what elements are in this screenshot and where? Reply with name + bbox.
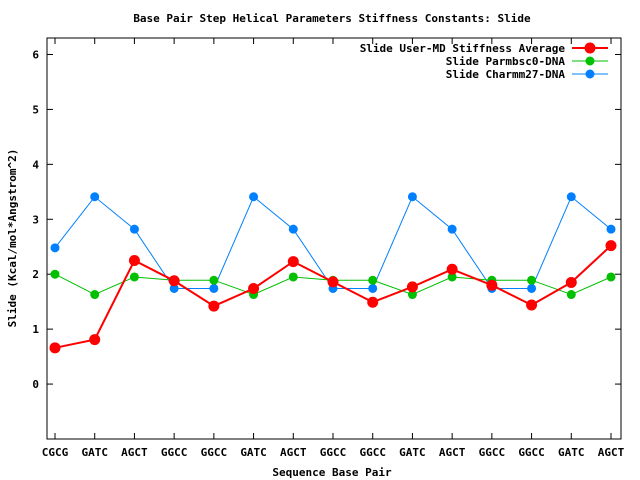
data-point-2 (209, 283, 219, 293)
x-tick-label: GATC (81, 446, 108, 459)
y-tick-label: 3 (32, 213, 39, 226)
data-point-2 (368, 283, 378, 293)
legend-marker-0 (584, 42, 596, 54)
data-point-1 (209, 275, 219, 285)
data-point-0 (49, 342, 61, 354)
chart-title: Base Pair Step Helical Parameters Stiffn… (133, 12, 531, 25)
legend-marker-2 (585, 69, 595, 79)
data-point-0 (89, 334, 101, 346)
data-point-1 (129, 272, 139, 282)
data-point-2 (129, 224, 139, 234)
x-tick-label: GGCC (518, 446, 545, 459)
data-point-1 (90, 290, 100, 300)
x-tick-label: GGCC (201, 446, 228, 459)
data-point-1 (288, 272, 298, 282)
x-tick-label: GATC (240, 446, 267, 459)
x-tick-label: AGCT (439, 446, 466, 459)
data-point-0 (605, 240, 617, 252)
y-tick-label: 2 (32, 268, 39, 281)
data-point-0 (367, 296, 379, 308)
data-point-0 (327, 276, 339, 288)
data-point-0 (486, 279, 498, 291)
data-point-1 (50, 269, 60, 279)
data-point-0 (128, 254, 140, 266)
data-point-2 (90, 192, 100, 202)
series-group (49, 192, 617, 354)
data-point-1 (527, 275, 537, 285)
x-tick-label: GATC (399, 446, 426, 459)
y-tick-label: 0 (32, 378, 39, 391)
y-tick-label: 1 (32, 323, 39, 336)
data-point-0 (208, 300, 220, 312)
data-point-2 (249, 192, 259, 202)
x-tick-label: AGCT (280, 446, 307, 459)
data-point-1 (447, 272, 457, 282)
data-point-0 (565, 276, 577, 288)
x-tick-label: AGCT (598, 446, 625, 459)
y-tick-label: 4 (32, 158, 39, 171)
legend-label-1: Slide Parmbsc0-DNA (446, 55, 566, 68)
data-point-2 (407, 192, 417, 202)
y-axis: 0 1 2 3 4 5 6 (32, 48, 621, 391)
legend-label-0: Slide User-MD Stiffness Average (360, 42, 566, 55)
x-axis: CGCG GATC AGCT GGCC GGCC GATC AGCT GGCC GGCC GATC… (42, 38, 625, 459)
data-point-2 (527, 283, 537, 293)
x-tick-label: GGCC (161, 446, 188, 459)
x-tick-label: GGCC (479, 446, 506, 459)
y-axis-label: Slide (Kcal/mol*Angstrom^2) (6, 149, 19, 328)
data-point-0 (446, 263, 458, 275)
data-point-0 (406, 281, 418, 293)
legend-label-2: Slide Charmm27-DNA (446, 68, 566, 81)
data-point-0 (287, 256, 299, 268)
data-point-0 (526, 299, 538, 311)
data-point-0 (248, 282, 260, 294)
data-point-2 (288, 224, 298, 234)
data-point-2 (606, 224, 616, 234)
x-tick-label: GGCC (359, 446, 386, 459)
x-tick-label: GGCC (320, 446, 347, 459)
data-point-1 (566, 290, 576, 300)
data-point-2 (50, 243, 60, 253)
data-point-1 (606, 272, 616, 282)
plot-area (46, 37, 622, 440)
data-point-1 (368, 275, 378, 285)
x-axis-label: Sequence Base Pair (272, 466, 392, 479)
x-tick-label: GATC (558, 446, 585, 459)
data-point-0 (168, 275, 180, 287)
data-point-2 (447, 224, 457, 234)
series-line-2 (54, 195, 612, 289)
data-point-1 (407, 290, 417, 300)
y-tick-label: 6 (32, 48, 39, 61)
data-point-2 (566, 192, 576, 202)
x-tick-label: CGCG (42, 446, 69, 459)
data-point-2 (169, 283, 179, 293)
x-tick-label: AGCT (121, 446, 148, 459)
legend-marker-1 (585, 56, 595, 66)
y-tick-label: 5 (32, 103, 39, 116)
